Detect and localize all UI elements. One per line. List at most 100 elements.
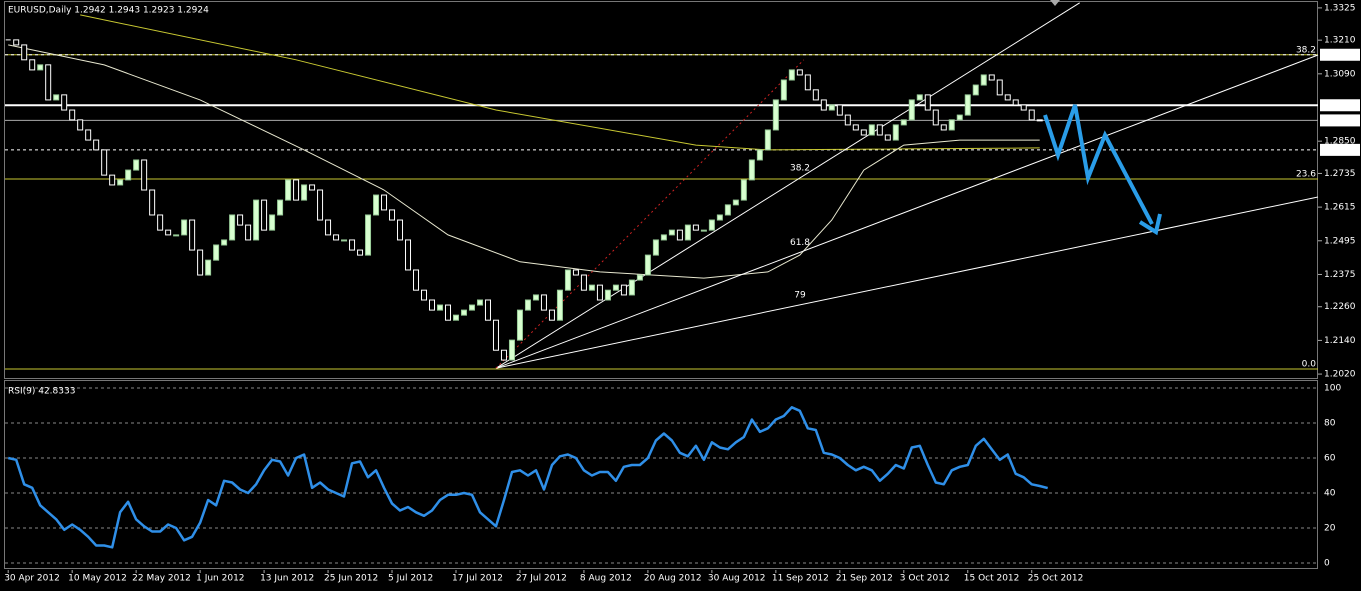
candle xyxy=(109,174,116,186)
candle xyxy=(77,119,84,131)
candle xyxy=(956,114,963,121)
candle xyxy=(644,254,651,276)
candle xyxy=(53,94,60,101)
candle xyxy=(916,94,923,101)
x-tick-label: 3 Oct 2012 xyxy=(900,574,950,584)
candle xyxy=(237,214,244,226)
candle xyxy=(652,239,659,256)
fib-label: 23.6 xyxy=(1296,170,1316,180)
candle xyxy=(413,269,420,291)
candle xyxy=(357,249,364,256)
candle xyxy=(173,234,180,237)
candle xyxy=(588,284,595,291)
candle xyxy=(868,124,875,136)
candle xyxy=(373,194,380,216)
candle xyxy=(309,184,316,191)
fan-label: 61.8 xyxy=(790,238,810,248)
candle xyxy=(1028,109,1035,121)
candle xyxy=(580,274,587,291)
candle xyxy=(365,214,372,256)
candle xyxy=(708,219,715,231)
candle xyxy=(261,199,268,231)
candle xyxy=(285,179,292,201)
candle xyxy=(484,299,491,321)
candle xyxy=(700,229,707,232)
price-level-box xyxy=(1320,99,1360,112)
rsi-pane-frame xyxy=(4,380,1318,569)
candle xyxy=(1004,94,1011,101)
candle xyxy=(892,124,899,141)
candle xyxy=(189,219,196,251)
candle xyxy=(684,224,691,241)
main-pane-frame xyxy=(4,1,1318,379)
candle xyxy=(620,284,627,296)
candle xyxy=(141,159,148,191)
candle xyxy=(532,294,539,301)
candle xyxy=(676,229,683,241)
x-tick-label: 30 Apr 2012 xyxy=(4,574,60,584)
candle xyxy=(149,189,156,216)
x-tick-label: 5 Jul 2012 xyxy=(388,574,433,584)
candle xyxy=(908,99,915,121)
candle xyxy=(972,84,979,96)
candle xyxy=(29,59,36,71)
candle xyxy=(804,74,811,91)
candle xyxy=(884,134,891,141)
price-level-box xyxy=(1320,114,1360,127)
candle xyxy=(221,239,228,246)
candle xyxy=(85,129,92,141)
candle xyxy=(772,99,779,131)
candle xyxy=(197,249,204,276)
y-tick-label: 1.2375 xyxy=(1324,270,1356,280)
x-tick-label: 13 Jun 2012 xyxy=(260,574,314,584)
candle xyxy=(844,114,851,126)
y-tick-label: 1.3090 xyxy=(1324,69,1356,79)
candle xyxy=(125,169,132,181)
candle xyxy=(397,219,404,241)
candle xyxy=(740,179,747,201)
candle xyxy=(932,109,939,126)
candle xyxy=(1036,119,1043,122)
candle xyxy=(277,199,284,216)
candle xyxy=(181,219,188,236)
x-tick-label: 25 Oct 2012 xyxy=(1028,574,1084,584)
moving-average xyxy=(80,14,1040,151)
candle xyxy=(381,194,388,211)
scroll-marker xyxy=(1050,0,1060,6)
candle xyxy=(437,304,444,311)
candle xyxy=(524,299,531,311)
candle xyxy=(317,189,324,221)
candle xyxy=(812,89,819,101)
candle xyxy=(964,94,971,116)
candle xyxy=(500,349,507,361)
candle xyxy=(476,299,483,306)
candle xyxy=(548,309,555,321)
candle xyxy=(389,209,396,221)
candle xyxy=(860,129,867,136)
candle xyxy=(157,214,164,231)
candle xyxy=(668,229,675,236)
candle xyxy=(836,104,843,116)
y-tick-label: 1.2020 xyxy=(1324,370,1356,380)
candle xyxy=(325,219,332,236)
chart-title: EURUSD,Daily 1.2942 1.2943 1.2923 1.2924 xyxy=(8,6,209,16)
candle xyxy=(996,79,1003,96)
candle xyxy=(876,124,883,136)
y-tick-label: 1.3210 xyxy=(1324,36,1356,46)
candle xyxy=(269,214,276,231)
rsi-line xyxy=(7,406,1049,549)
candle xyxy=(820,99,827,111)
candle xyxy=(660,234,667,241)
candle xyxy=(604,289,611,301)
candle xyxy=(828,104,835,111)
candle xyxy=(429,299,436,311)
fib-label: 38.2 xyxy=(1296,45,1316,55)
candle xyxy=(245,224,252,241)
candle xyxy=(780,79,787,101)
y-tick-label: 1.2140 xyxy=(1324,336,1356,346)
candle xyxy=(756,149,763,161)
candle xyxy=(253,199,260,241)
x-tick-label: 1 Jun 2012 xyxy=(196,574,244,584)
candle xyxy=(21,44,28,61)
